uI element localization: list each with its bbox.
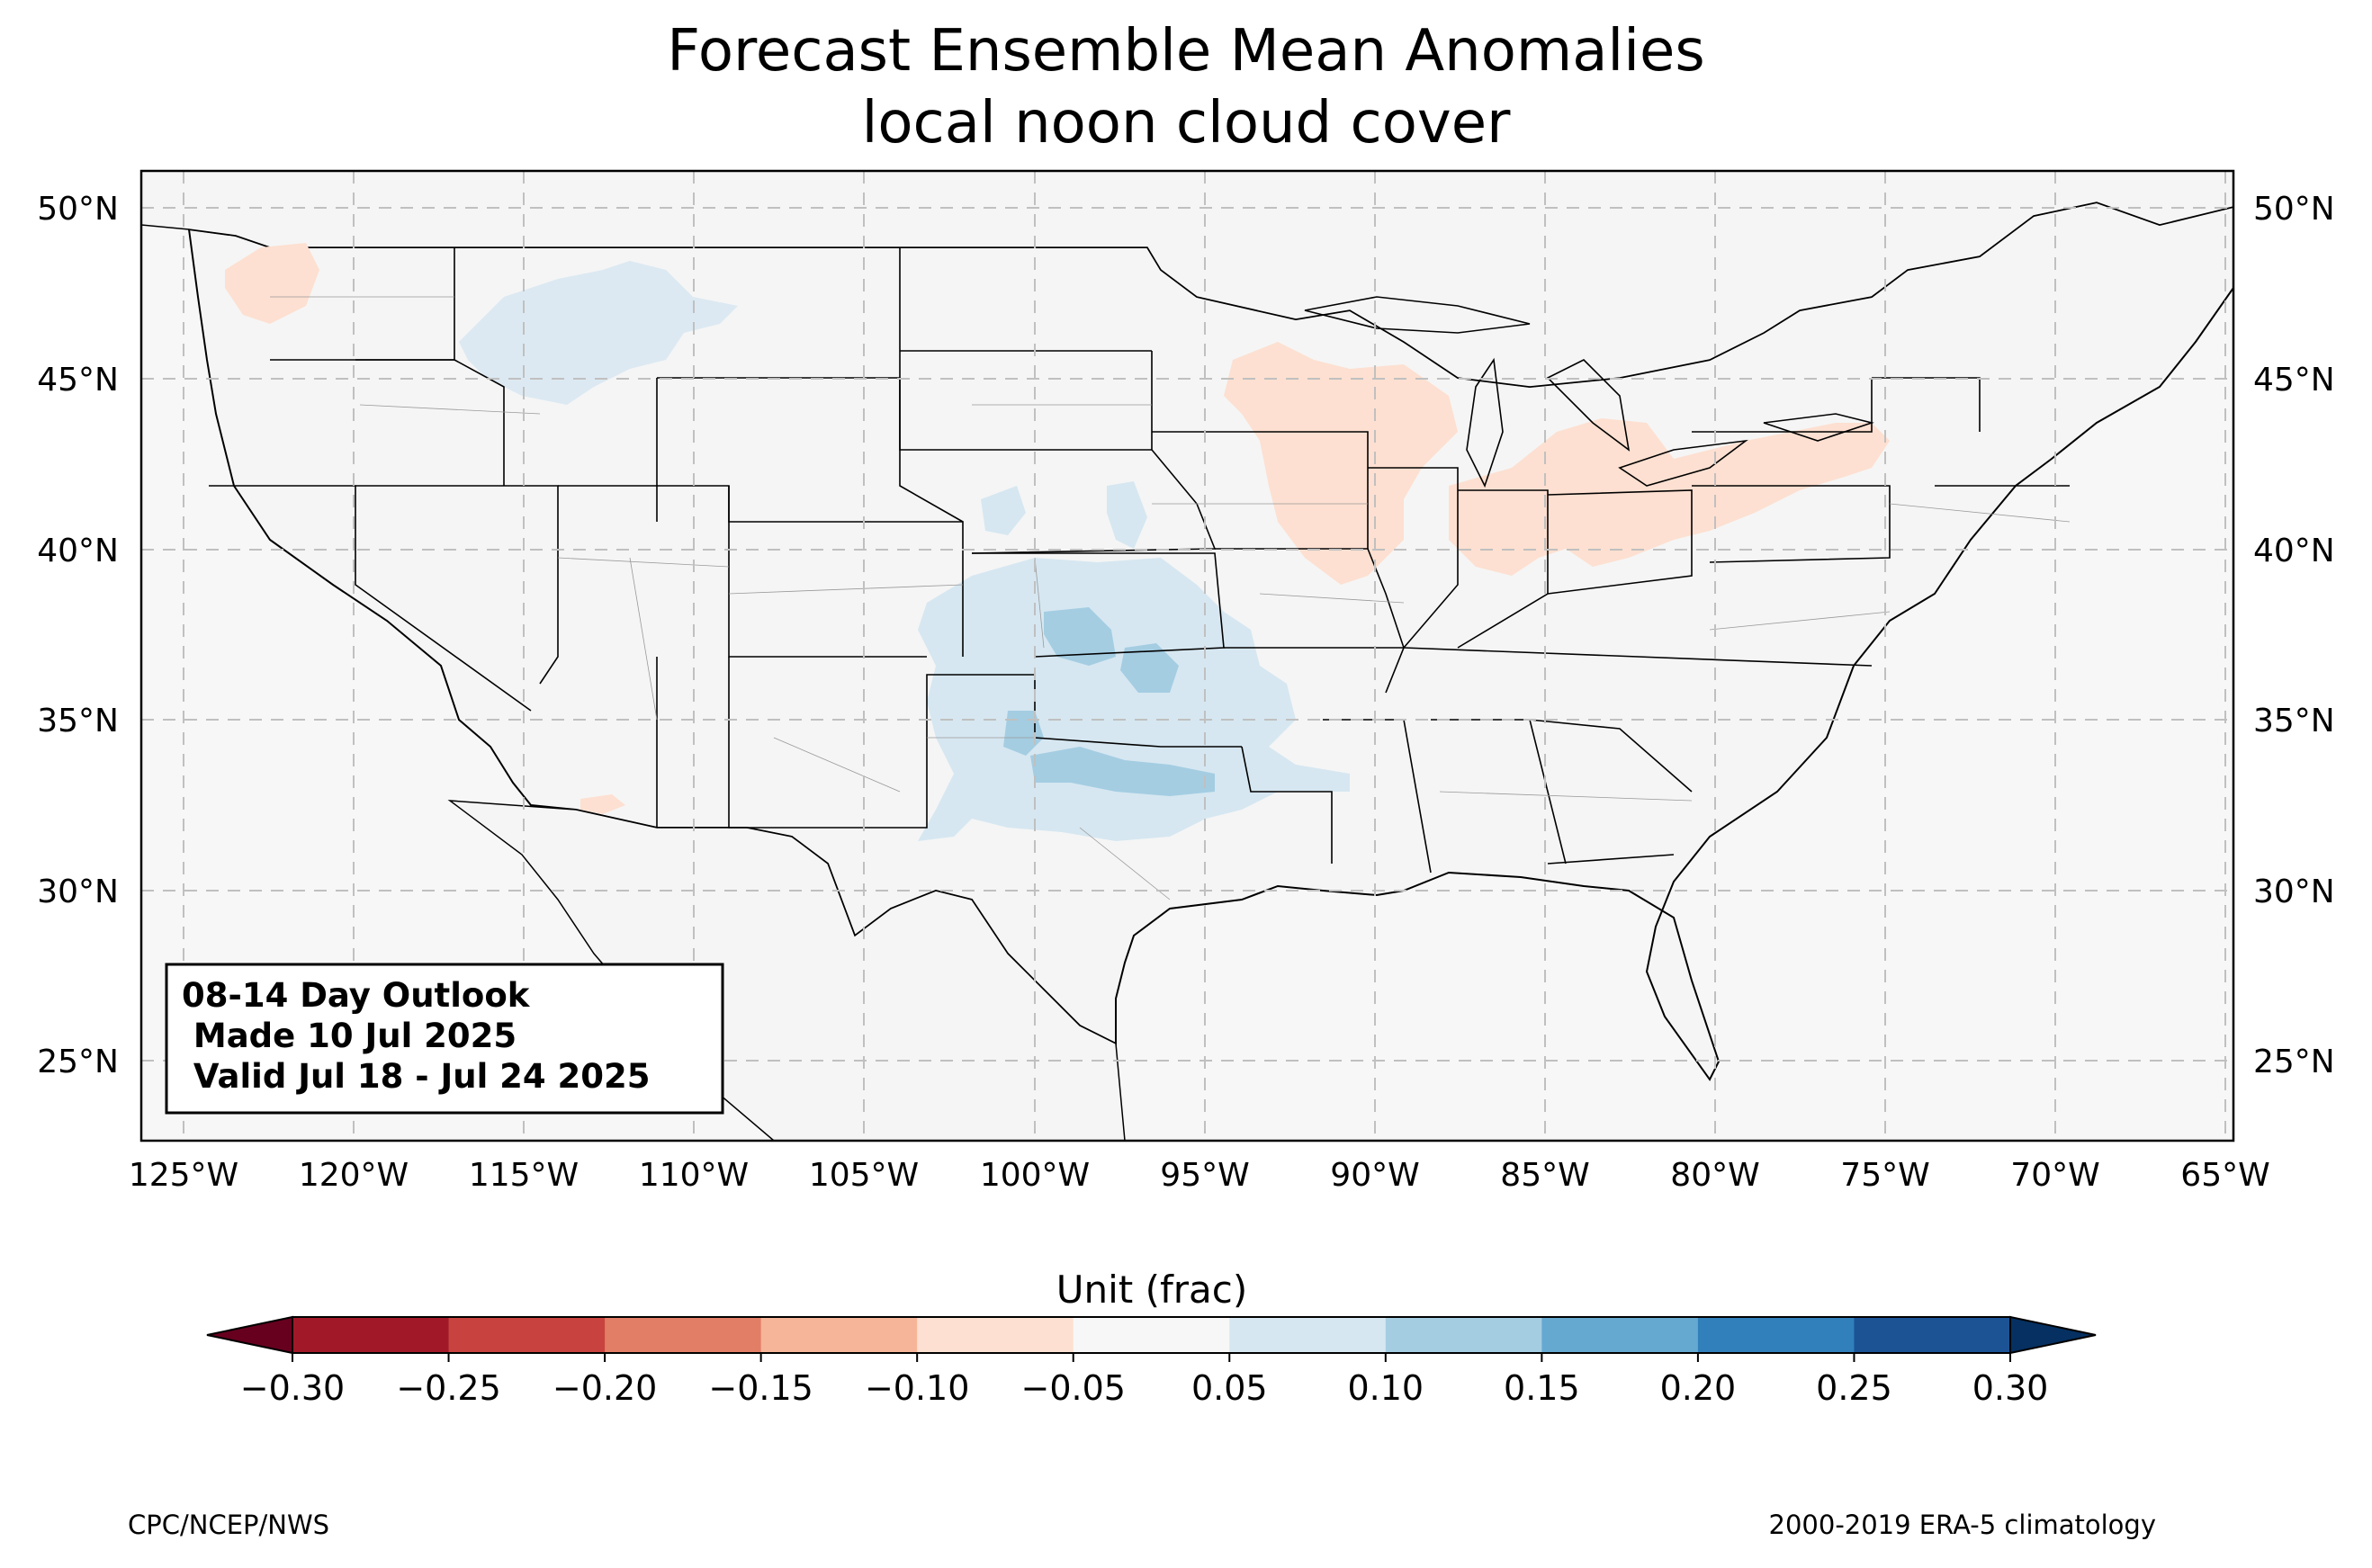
lat-tick-label: 40°N (2253, 533, 2335, 569)
info-box-line: 08-14 Day Outlook (182, 976, 531, 1015)
colorbar-tick-label: −0.20 (553, 1368, 657, 1408)
chart-subtitle: local noon cloud cover (862, 90, 1512, 157)
info-box-frame (165, 963, 724, 1115)
colorbar-cell (448, 1317, 606, 1353)
info-box-line: Valid Jul 18 - Jul 24 2025 (182, 1057, 651, 1096)
lon-tick-label: 85°W (1500, 1157, 1589, 1194)
lon-tick-label: 75°W (1840, 1157, 1929, 1194)
colorbar-tick-label: 0.10 (1348, 1368, 1424, 1408)
lon-tick-label: 95°W (1160, 1157, 1249, 1194)
colorbar-cell (760, 1317, 918, 1353)
blue-anomaly-plains (918, 558, 1350, 841)
colorbar-tick-label: 0.05 (1191, 1368, 1268, 1408)
lat-tick-label: 50°N (37, 191, 119, 228)
lon-tick-label: 100°W (980, 1157, 1090, 1194)
lat-tick-label: 30°N (2253, 874, 2335, 910)
lat-tick-label: 30°N (37, 874, 119, 910)
colorbar-cell (1073, 1317, 1230, 1353)
orange-anomaly-washington (225, 243, 319, 324)
map-content (141, 171, 2233, 1141)
lat-tick-label: 35°N (37, 703, 119, 739)
colorbar-cell (1229, 1317, 1387, 1353)
lon-tick-label: 65°W (2180, 1157, 2269, 1194)
info-box-line: Made 10 Jul 2025 (182, 1017, 517, 1055)
blue-anomaly-northwest (459, 261, 738, 405)
colorbar-over-arrow (2009, 1315, 2097, 1355)
lon-tick-label: 110°W (639, 1157, 749, 1194)
colorbar-cell (1541, 1317, 1699, 1353)
blue-core-texas-panhandle (1003, 711, 1044, 756)
map-frame (139, 169, 2235, 1142)
colorbar-label: Unit (frac) (1056, 1268, 1248, 1312)
colorbar-tick-label: −0.30 (240, 1368, 345, 1408)
lon-tick-label: 80°W (1670, 1157, 1759, 1194)
lon-tick-label: 125°W (129, 1157, 238, 1194)
colorbar-cell (1385, 1317, 1542, 1353)
lon-tick-label: 105°W (809, 1157, 919, 1194)
colorbar-tick-label: −0.10 (865, 1368, 969, 1408)
footer-source: CPC/NCEP/NWS (128, 1510, 329, 1540)
blue-anomaly-nebraska (981, 486, 1026, 535)
outlook-info-box: 08-14 Day Outlook Made 10 Jul 2025 Valid… (165, 963, 724, 1115)
colorbar-under-arrow (206, 1315, 293, 1355)
lon-tick-label: 120°W (299, 1157, 409, 1194)
lat-axis-ticks-left: 50°N 45°N 40°N 35°N 30°N 25°N (37, 191, 119, 1080)
blue-core-redriver (1030, 747, 1215, 796)
lat-tick-label: 25°N (2253, 1044, 2335, 1080)
colorbar-tick-label: 0.25 (1816, 1368, 1892, 1408)
lat-tick-label: 45°N (37, 362, 119, 399)
blue-anomaly-kansas-north (1107, 481, 1147, 549)
colorbar-tick-label: 0.15 (1504, 1368, 1580, 1408)
blue-anomaly-montana-east (603, 261, 657, 283)
lon-tick-label: 70°W (2010, 1157, 2099, 1194)
colorbar-frame (292, 1316, 2011, 1354)
colorbar-cell (605, 1317, 762, 1353)
colorbar-tick-label: −0.25 (396, 1368, 500, 1408)
lon-tick-label: 90°W (1330, 1157, 1419, 1194)
lat-tick-label: 45°N (2253, 362, 2335, 399)
lon-tick-label: 115°W (469, 1157, 579, 1194)
orange-anomaly-arizona (580, 794, 625, 814)
colorbar-ticks: −0.30 −0.25 −0.20 −0.15 −0.10 −0.05 0.05 0.10 0.… (240, 1353, 2049, 1408)
lat-axis-ticks-right: 50°N 45°N 40°N 35°N 30°N 25°N (2253, 191, 2335, 1080)
lat-tick-label: 35°N (2253, 703, 2335, 739)
orange-anomaly-great-lakes (1224, 342, 1458, 585)
lat-tick-label: 25°N (37, 1044, 119, 1080)
colorbar-tick-label: −0.05 (1021, 1368, 1126, 1408)
lon-axis-ticks: 125°W 120°W 115°W 110°W 105°W 100°W 95°W… (129, 1157, 2270, 1194)
lat-tick-label: 40°N (37, 533, 119, 569)
chart-title: Forecast Ensemble Mean Anomalies (667, 18, 1704, 85)
footer-climatology: 2000-2019 ERA-5 climatology (1769, 1510, 2156, 1540)
colorbar-cell (1697, 1317, 1855, 1353)
colorbar-cell (292, 1317, 450, 1353)
colorbar-cell (1854, 1317, 2011, 1353)
colorbar-tick-label: 0.30 (1972, 1368, 2049, 1408)
colorbar-cell (917, 1317, 1074, 1353)
county-boundaries (270, 296, 2071, 900)
lat-tick-label: 50°N (2253, 191, 2335, 228)
great-lakes (1304, 296, 1874, 488)
blue-core-oklahoma (1120, 643, 1179, 693)
orange-anomaly-midwest-east (1449, 418, 1890, 576)
colorbar-tick-label: −0.15 (708, 1368, 813, 1408)
colorbar-tick-label: 0.20 (1660, 1368, 1737, 1408)
colorbar (206, 1315, 2097, 1355)
blue-core-kansas (1044, 607, 1116, 666)
